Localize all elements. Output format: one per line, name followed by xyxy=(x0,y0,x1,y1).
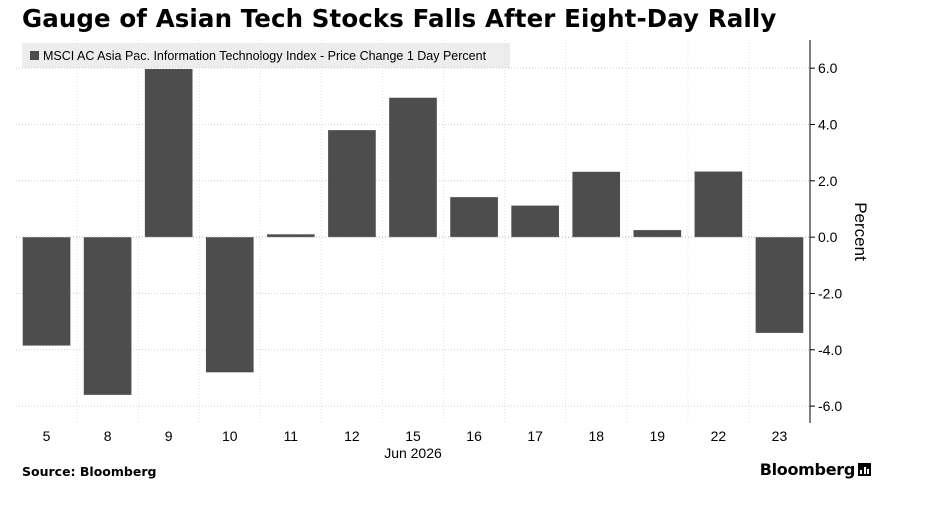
bar-15 xyxy=(389,97,437,238)
y-tick-label: -2.0 xyxy=(818,285,842,301)
x-tick-label: 18 xyxy=(588,428,604,444)
bar-12 xyxy=(328,130,376,238)
bloomberg-logo: Bloomberg xyxy=(760,460,871,479)
x-tick-label: 22 xyxy=(711,428,727,444)
y-tick-label: 0.0 xyxy=(818,229,838,245)
y-tick-label: 4.0 xyxy=(818,116,838,132)
y-tick-label: -6.0 xyxy=(818,398,842,414)
legend-label: MSCI AC Asia Pac. Information Technology… xyxy=(43,48,487,63)
x-tick-label: 8 xyxy=(104,428,112,444)
bar-17 xyxy=(511,205,559,238)
x-tick-label: 10 xyxy=(222,428,238,444)
x-tick-label: 11 xyxy=(284,428,299,444)
bar-5 xyxy=(22,237,71,346)
x-tick-label: 12 xyxy=(344,428,360,444)
y-axis-title: Percent xyxy=(851,202,870,261)
bar-9 xyxy=(144,69,193,238)
x-tick-label: 19 xyxy=(650,428,666,444)
x-tick-label: 17 xyxy=(527,428,543,444)
brand-name: Bloomberg xyxy=(759,460,856,479)
x-tick-label: 9 xyxy=(165,428,173,444)
bar-10 xyxy=(205,237,254,373)
bar-22 xyxy=(694,171,743,238)
source-note: Source: Bloomberg xyxy=(22,464,157,479)
bar-11 xyxy=(267,234,315,238)
chart-title: Gauge of Asian Tech Stocks Falls After E… xyxy=(22,4,777,33)
x-tick-label: 5 xyxy=(43,428,51,444)
x-tick-label: 16 xyxy=(466,428,482,444)
legend-swatch xyxy=(30,51,39,60)
bar-16 xyxy=(450,197,498,238)
bar-23 xyxy=(755,237,804,333)
legend: MSCI AC Asia Pac. Information Technology… xyxy=(22,43,510,68)
bar-8 xyxy=(83,237,132,395)
x-axis-month-label: Jun 2026 xyxy=(384,445,442,460)
y-tick-label: 2.0 xyxy=(818,173,838,189)
y-tick-label: 6.0 xyxy=(818,60,838,76)
x-tick-label: 23 xyxy=(772,428,788,444)
y-tick-label: -4.0 xyxy=(818,342,842,358)
bar-chart: 6.0 4.0 2.0 0.0 -2.0 -4.0 -6.0 5 8 9 10 11 12 15 16 17 1… xyxy=(16,40,870,460)
bar-19 xyxy=(633,230,682,238)
bar-18 xyxy=(572,171,621,238)
x-tick-label: 15 xyxy=(405,428,421,444)
bloomberg-chart-icon xyxy=(858,463,871,476)
